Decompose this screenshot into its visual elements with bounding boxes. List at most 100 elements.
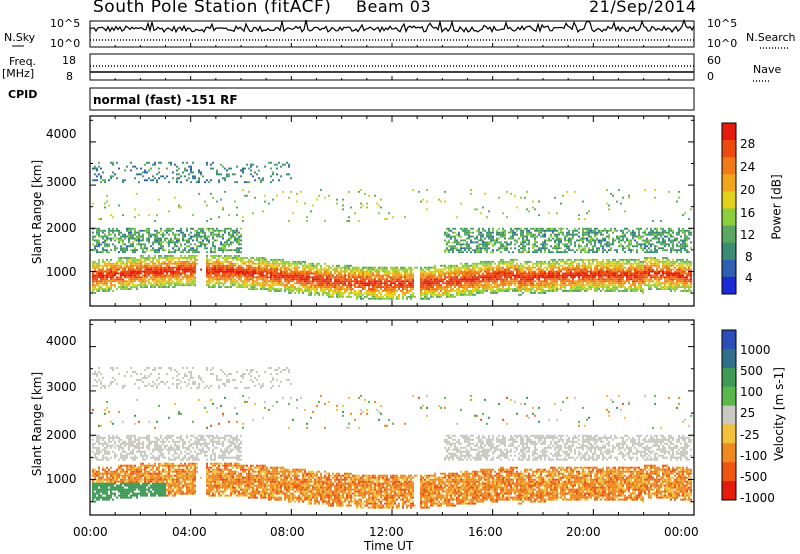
power-cell <box>166 280 168 283</box>
power-cell <box>160 266 162 269</box>
power-cell <box>178 247 180 250</box>
power-cell <box>192 270 194 273</box>
power-cell <box>532 262 534 265</box>
power-cell <box>350 282 352 285</box>
power-cell <box>478 249 480 252</box>
power-cell <box>446 235 448 238</box>
power-cell <box>336 202 338 205</box>
power-cell <box>262 260 264 263</box>
power-cell <box>436 276 438 279</box>
power-cell <box>136 237 138 240</box>
power-cell <box>296 192 298 195</box>
power-cell <box>554 276 556 279</box>
power-cell <box>386 286 388 288</box>
power-cell <box>330 272 332 275</box>
power-cell <box>472 293 474 296</box>
power-cell <box>134 177 136 180</box>
power-cell <box>106 239 108 242</box>
power-cell <box>320 272 322 275</box>
power-cell <box>230 167 232 170</box>
power-cell <box>130 260 132 263</box>
power-cell <box>202 243 204 246</box>
power-cell <box>154 255 156 257</box>
power-cell <box>516 288 518 290</box>
power-cell <box>138 229 140 232</box>
power-cell <box>442 264 444 267</box>
power-cell <box>568 264 570 267</box>
power-cell <box>142 243 144 246</box>
power-cell <box>98 239 100 242</box>
power-cell <box>218 249 220 252</box>
power-cell <box>210 179 212 182</box>
power-cell <box>592 282 594 285</box>
power-cell <box>376 274 378 277</box>
power-cell <box>140 245 142 248</box>
power-cell <box>140 286 142 288</box>
power-cell <box>102 179 104 182</box>
power-cell <box>510 231 512 234</box>
power-cell <box>110 282 112 285</box>
power-cell <box>554 258 556 261</box>
power-cell <box>222 284 224 287</box>
power-cell <box>206 163 208 166</box>
power-cell <box>534 245 536 248</box>
power-cell <box>230 249 232 252</box>
power-cell <box>160 255 162 257</box>
power-cell <box>150 268 152 271</box>
power-cell <box>358 274 360 277</box>
power-cell <box>160 280 162 283</box>
power-cell <box>502 227 504 230</box>
power-cell <box>236 268 238 271</box>
power-cell <box>534 270 536 273</box>
power-cell <box>338 288 340 290</box>
power-cell <box>534 235 536 238</box>
power-cell <box>492 268 494 271</box>
power-cell <box>518 268 520 271</box>
power-cell <box>550 290 552 292</box>
power-cell <box>122 262 124 265</box>
power-cell <box>210 274 212 277</box>
power-cell <box>202 239 204 242</box>
power-cell <box>104 181 106 184</box>
power-cell <box>226 258 228 261</box>
power-cell <box>148 237 150 240</box>
power-cell <box>556 249 558 252</box>
power-cell <box>184 257 186 259</box>
power-cell <box>148 274 150 277</box>
power-cell <box>472 262 474 265</box>
power-cell <box>210 233 212 236</box>
power-cell <box>282 163 284 166</box>
power-cell <box>242 268 244 271</box>
power-cell <box>548 237 550 240</box>
power-cell <box>228 274 230 277</box>
power-cell <box>534 208 536 211</box>
power-cell <box>234 270 236 273</box>
power-cell <box>556 284 558 287</box>
power-cell <box>102 288 104 290</box>
power-cell <box>102 290 104 292</box>
power-cell <box>368 297 370 300</box>
power-cell <box>550 288 552 290</box>
power-cell <box>188 177 190 180</box>
power-cell <box>458 243 460 246</box>
power-cell <box>410 266 412 269</box>
power-cell <box>522 247 524 250</box>
power-cell <box>396 278 398 281</box>
power-cell <box>180 227 182 230</box>
power-cell <box>522 251 524 254</box>
power-cell <box>184 175 186 178</box>
power-cell <box>390 290 392 292</box>
power-cell <box>384 290 386 292</box>
power-cell <box>220 282 222 285</box>
power-cell <box>592 262 594 265</box>
power-cell <box>466 243 468 246</box>
power-cell <box>488 276 490 279</box>
power-cell <box>562 282 564 285</box>
power-cell <box>276 278 278 281</box>
power-cell <box>564 284 566 287</box>
power-cell <box>164 278 166 281</box>
power-cell <box>492 243 494 246</box>
power-cell <box>558 272 560 275</box>
power-cell <box>318 278 320 281</box>
power-cell <box>280 278 282 281</box>
